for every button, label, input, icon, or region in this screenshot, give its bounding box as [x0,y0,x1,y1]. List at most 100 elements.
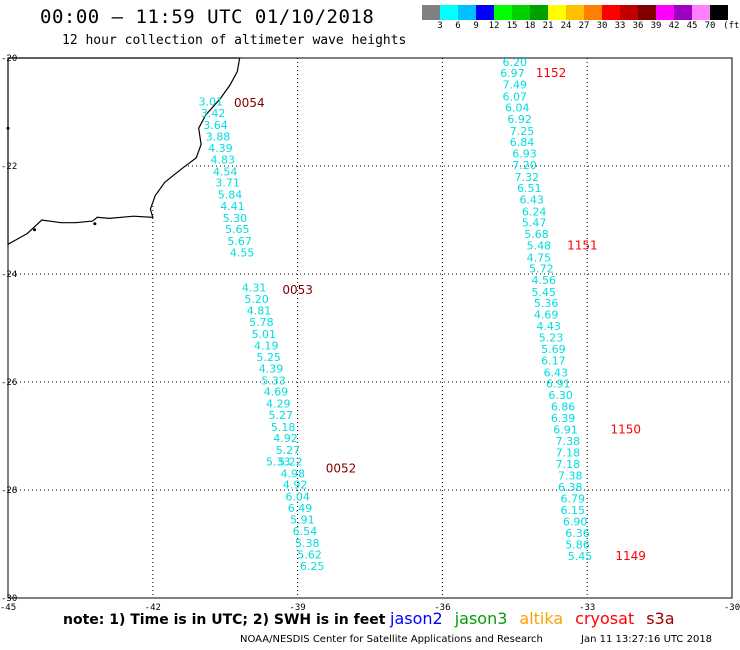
swh-value: 4.98 [281,467,306,480]
swh-observations: 3.013.423.643.884.394.834.543.715.844.41… [198,56,645,573]
swh-value: 3.42 [201,107,226,120]
swh-value: 6.30 [548,389,573,402]
swh-value: 4.69 [534,309,559,322]
swh-value: 6.51 [517,182,542,195]
swh-value: 5.36 [534,297,559,310]
swh-value: 4.31 [242,282,267,295]
swh-value: 6.79 [560,493,585,506]
swh-value: 5.69 [541,343,566,356]
color-scale-label: 36 [632,21,644,31]
swh-value: 6.04 [505,102,530,115]
orbit-number: 1150 [611,423,642,437]
orbit-number: 0053 [282,283,313,297]
swh-value: 5.86 [565,539,590,552]
swh-value: 6.39 [551,412,576,425]
color-scale-label: 27 [578,21,590,31]
swh-value: 4.43 [536,320,561,333]
swh-value: 6.43 [519,193,544,206]
color-swatch [584,5,602,20]
color-scale-label: 24 [560,21,572,31]
color-swatch [422,5,440,20]
swh-value: 6.25 [300,560,325,573]
orbit-number: 1152 [536,66,567,80]
color-scale-label: 9 [473,21,479,31]
satellite-name: jason2 [390,609,443,628]
swh-value: 4.83 [211,154,236,167]
latitude-tick-label: -22 [1,162,17,172]
swh-value: 6.90 [563,515,588,528]
swh-value: 4.92 [283,479,308,492]
swh-value: 6.97 [500,67,525,80]
swh-value: 5.20 [244,293,269,306]
axis-tick-labels: -45 -42 -39 -36 -33 -30 -20 -22 -24 -26 -28 -30 [0,54,740,613]
color-swatch [512,5,530,20]
swh-value: 6.93 [512,148,537,161]
swh-value: 5.47 [522,217,547,230]
note-text: note: 1) Time is in UTC; 2) SWH is in fe… [63,612,386,628]
color-swatch [494,5,512,20]
swh-value: 5.33 [266,455,291,468]
swh-value: 7.49 [503,78,528,91]
swh-value: 5.22 [278,455,303,468]
swh-value: 5.68 [524,228,549,241]
color-swatch [476,5,494,20]
swh-value: 4.39 [259,363,284,376]
swh-value: 4.29 [266,398,291,411]
color-scale-label: 45 [686,21,698,31]
map-title: 00:00 – 11:59 UTC 01/10/2018 [40,6,375,28]
coastline [7,57,241,246]
latitude-tick-label: -30 [1,594,17,604]
swh-value: 5.25 [256,351,281,364]
color-swatch [620,5,638,20]
color-scale-label: 6 [455,21,461,31]
orbit-number: 1149 [615,549,646,563]
swh-value: 6.91 [553,424,578,437]
swh-value: 6.91 [546,378,571,391]
swh-value: 5.45 [568,550,593,563]
color-swatch [656,5,674,20]
satellite-legend: jason2 jason3 altika cryosat s3a [390,609,687,628]
swh-value: 5.30 [223,212,248,225]
map-subtitle: 12 hour collection of altimeter wave hei… [62,33,407,48]
swh-value: 5.78 [249,316,274,329]
orbit-number: 1151 [567,238,598,252]
swh-value: 7.25 [510,125,535,138]
swh-value: 7.38 [558,469,583,482]
island [93,222,97,226]
swh-value: 5.27 [276,444,301,457]
swh-value: 6.20 [503,56,528,69]
east-pass: 6.206.977.496.076.046.927.256.846.937.20… [500,56,646,563]
longitude-tick-label: -36 [434,603,450,613]
swh-value: 5.23 [539,332,564,345]
swh-value: 7.18 [556,458,581,471]
swh-value: 7.20 [512,159,537,172]
swh-value: 5.18 [271,421,296,434]
credit-text: NOAA/NESDIS Center for Satellite Applica… [240,634,543,645]
swh-value: 5.72 [529,263,554,276]
swh-value: 6.15 [560,504,585,517]
swh-value: 3.64 [203,119,228,132]
satellite-name: jason3 [454,609,508,628]
swh-value: 5.48 [527,239,552,252]
color-scale-label: 21 [542,21,554,31]
map-frame [7,57,733,599]
color-scale-label: 70 [704,21,716,31]
island [33,228,37,232]
color-swatch [602,5,620,20]
color-swatch [566,5,584,20]
color-swatch [638,5,656,20]
color-swatch [440,5,458,20]
longitude-tick-label: -42 [145,603,161,613]
color-swatch [548,5,566,20]
color-swatch [458,5,476,20]
swh-value: 6.17 [541,354,566,367]
color-swatch [692,5,710,20]
color-swatch [530,5,548,20]
satellite-name: s3a [646,609,675,628]
swh-value: 3.88 [206,130,231,143]
satellite-name: cryosat [575,609,635,628]
longitude-tick-label: -45 [0,603,16,613]
longitude-tick-label: -39 [289,603,305,613]
